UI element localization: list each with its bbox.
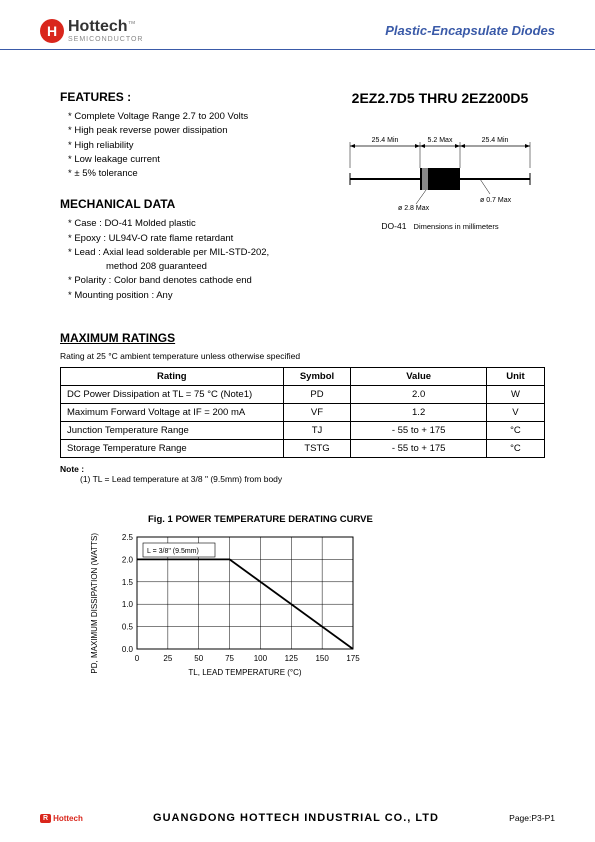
chart-ylabel: PD, MAXIMUM DISSIPATION (WATTS) (90, 533, 99, 674)
col-rating: Rating (61, 367, 284, 385)
mech-item: Epoxy : UL94V-O rate flame retardant (68, 232, 320, 246)
dimension-drawing: 25.4 Min 5.2 Max 25.4 Min ø 2.8 Max ø 0.… (340, 124, 540, 214)
package-diagram: 2EZ2.7D5 THRU 2EZ200D5 (335, 90, 545, 303)
col-symbol: Symbol (283, 367, 351, 385)
ratings-note: Note : (1) TL = Lead temperature at 3/8 … (60, 464, 545, 484)
chart-title: Fig. 1 POWER TEMPERATURE DERATING CURVE (90, 514, 545, 525)
table-header-row: Rating Symbol Value Unit (61, 367, 545, 385)
mech-item: Polarity : Color band denotes cathode en… (68, 274, 320, 288)
footer-logo-icon: R (40, 814, 51, 823)
col-unit: Unit (486, 367, 544, 385)
cell: DC Power Dissipation at TL = 75 °C (Note… (61, 385, 284, 403)
derating-chart: 0 25 50 75 100 125 150 175 0.0 0.5 1.0 1.5 2.0 2.5 L =… (103, 529, 363, 679)
col-value: Value (351, 367, 487, 385)
cell: - 55 to + 175 (351, 439, 487, 457)
svg-text:25: 25 (163, 654, 172, 663)
cell: TSTG (283, 439, 351, 457)
chart-section: Fig. 1 POWER TEMPERATURE DERATING CURVE … (60, 514, 545, 679)
dim-label: 25.4 Min (482, 137, 509, 144)
note-label: Note : (60, 464, 84, 474)
cell: VF (283, 403, 351, 421)
features-list: Complete Voltage Range 2.7 to 200 Volts … (60, 110, 320, 181)
cell: °C (486, 421, 544, 439)
svg-text:L = 3/8" (9.5mm): L = 3/8" (9.5mm) (147, 548, 199, 555)
mech-item-sub: method 208 guaranteed (68, 260, 320, 274)
features-heading: FEATURES : (60, 90, 320, 104)
brand-subtitle: SEMICONDUCTOR (68, 36, 143, 43)
package-caption: DO-41 Dimensions in millimeters (335, 221, 545, 231)
table-row: Maximum Forward Voltage at IF = 200 mA V… (61, 403, 545, 421)
part-number-title: 2EZ2.7D5 THRU 2EZ200D5 (335, 90, 545, 106)
content-area: FEATURES : Complete Voltage Range 2.7 to… (0, 50, 595, 679)
logo-text: Hottech™ SEMICONDUCTOR (68, 18, 143, 43)
table-row: Storage Temperature Range TSTG - 55 to +… (61, 439, 545, 457)
svg-text:50: 50 (194, 654, 203, 663)
table-row: Junction Temperature Range TJ - 55 to + … (61, 421, 545, 439)
svg-text:2.0: 2.0 (122, 555, 134, 564)
feature-item: High reliability (68, 139, 320, 153)
cell: V (486, 403, 544, 421)
feature-item: High peak reverse power dissipation (68, 124, 320, 138)
mech-item: Mounting position : Any (68, 289, 320, 303)
page-footer: R Hottech GUANGDONG HOTTECH INDUSTRIAL C… (0, 812, 595, 824)
brand-name: Hottech (68, 18, 128, 35)
cell: - 55 to + 175 (351, 421, 487, 439)
page-header: H Hottech™ SEMICONDUCTOR Plastic-Encapsu… (0, 0, 595, 50)
category-title: Plastic-Encapsulate Diodes (385, 23, 555, 38)
footer-page: Page:P3-P1 (509, 813, 555, 823)
ratings-table: Rating Symbol Value Unit DC Power Dissip… (60, 367, 545, 458)
svg-text:125: 125 (285, 654, 299, 663)
mechanical-list: Case : DO-41 Molded plastic Epoxy : UL94… (60, 217, 320, 303)
svg-text:0.0: 0.0 (122, 645, 134, 654)
dim-label: 25.4 Min (372, 137, 399, 144)
feature-item: Low leakage current (68, 153, 320, 167)
features-section: FEATURES : Complete Voltage Range 2.7 to… (60, 90, 320, 303)
svg-text:75: 75 (225, 654, 234, 663)
feature-item: Complete Voltage Range 2.7 to 200 Volts (68, 110, 320, 124)
mechanical-section: MECHANICAL DATA Case : DO-41 Molded plas… (60, 197, 320, 303)
cell: Junction Temperature Range (61, 421, 284, 439)
logo: H Hottech™ SEMICONDUCTOR (40, 18, 143, 43)
svg-text:TL, LEAD TEMPERATURE (°C): TL, LEAD TEMPERATURE (°C) (188, 668, 301, 677)
dim-unit-text: Dimensions in millimeters (414, 222, 499, 231)
svg-text:175: 175 (346, 654, 360, 663)
cell: Maximum Forward Voltage at IF = 200 mA (61, 403, 284, 421)
svg-text:0.5: 0.5 (122, 622, 134, 631)
dim-label: ø 0.7 Max (480, 197, 512, 204)
cell: TJ (283, 421, 351, 439)
ratings-section: MAXIMUM RATINGS Rating at 25 °C ambient … (60, 331, 545, 484)
footer-company: GUANGDONG HOTTECH INDUSTRIAL CO., LTD (83, 812, 509, 824)
svg-text:150: 150 (315, 654, 329, 663)
mech-item: Lead : Axial lead solderable per MIL-STD… (68, 246, 320, 260)
dim-label: ø 2.8 Max (398, 205, 430, 212)
ratings-subhead: Rating at 25 °C ambient temperature unle… (60, 351, 545, 361)
cell: 1.2 (351, 403, 487, 421)
footer-logo-text: Hottech (53, 814, 83, 823)
svg-text:0: 0 (135, 654, 140, 663)
package-name: DO-41 (381, 221, 406, 231)
cell: °C (486, 439, 544, 457)
footer-logo: R Hottech (40, 814, 83, 823)
svg-text:1.0: 1.0 (122, 600, 134, 609)
ratings-heading: MAXIMUM RATINGS (60, 331, 545, 345)
cell: 2.0 (351, 385, 487, 403)
cell: W (486, 385, 544, 403)
cell: PD (283, 385, 351, 403)
table-row: DC Power Dissipation at TL = 75 °C (Note… (61, 385, 545, 403)
dim-label: 5.2 Max (428, 137, 453, 144)
feature-item: ± 5% tolerance (68, 167, 320, 181)
trademark: ™ (128, 20, 136, 29)
svg-text:2.5: 2.5 (122, 533, 134, 542)
svg-text:1.5: 1.5 (122, 578, 134, 587)
note-text: (1) TL = Lead temperature at 3/8 " (9.5m… (60, 474, 545, 484)
cell: Storage Temperature Range (61, 439, 284, 457)
logo-icon: H (40, 19, 64, 43)
svg-text:100: 100 (254, 654, 268, 663)
mechanical-heading: MECHANICAL DATA (60, 197, 320, 211)
mech-item: Case : DO-41 Molded plastic (68, 217, 320, 231)
